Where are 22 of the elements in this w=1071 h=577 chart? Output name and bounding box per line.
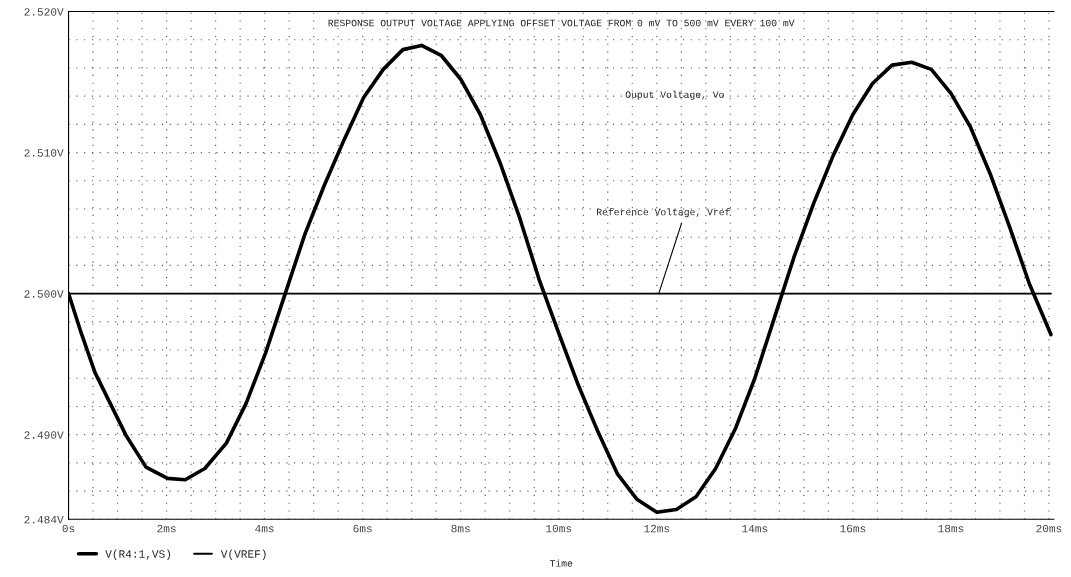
x-axis-title: Time [549, 559, 573, 567]
y-tick-label: 2.500V [24, 290, 64, 298]
y-tick-label: 2.510V [24, 149, 64, 157]
x-tick-label: 10ms [546, 524, 572, 533]
legend-label: V(VREF) [220, 549, 266, 560]
annotation: Ouput Voltage, Vo [625, 90, 724, 100]
x-tick-label: 6ms [353, 524, 372, 533]
x-tick-label: 0s [62, 524, 75, 533]
y-tick-label: 2.484V [24, 515, 64, 524]
y-tick-label: 2.490V [24, 431, 64, 439]
text: RESPONSE OUTPUT VOLTAGE APPLYING OFFSET VOLTAGE FROM 0 mV TO 500 mV EVERY 100 mV [328, 19, 795, 27]
x-tick-label: 8ms [451, 524, 470, 533]
x-tick-label: 4ms [255, 524, 274, 533]
x-tick-label: 2ms [157, 524, 176, 533]
x-tick-label: 18ms [938, 524, 964, 533]
x-tick-label: 20ms [1036, 524, 1062, 533]
y-tick-label: 2.520V [24, 8, 64, 16]
x-tick-label: 16ms [840, 524, 866, 533]
legend-label: V(R4:1,VS) [105, 549, 171, 560]
x-tick-label: 12ms [644, 524, 670, 533]
annotation: Reference Voltage, Vref [597, 208, 730, 218]
x-tick-label: 14ms [742, 524, 768, 533]
